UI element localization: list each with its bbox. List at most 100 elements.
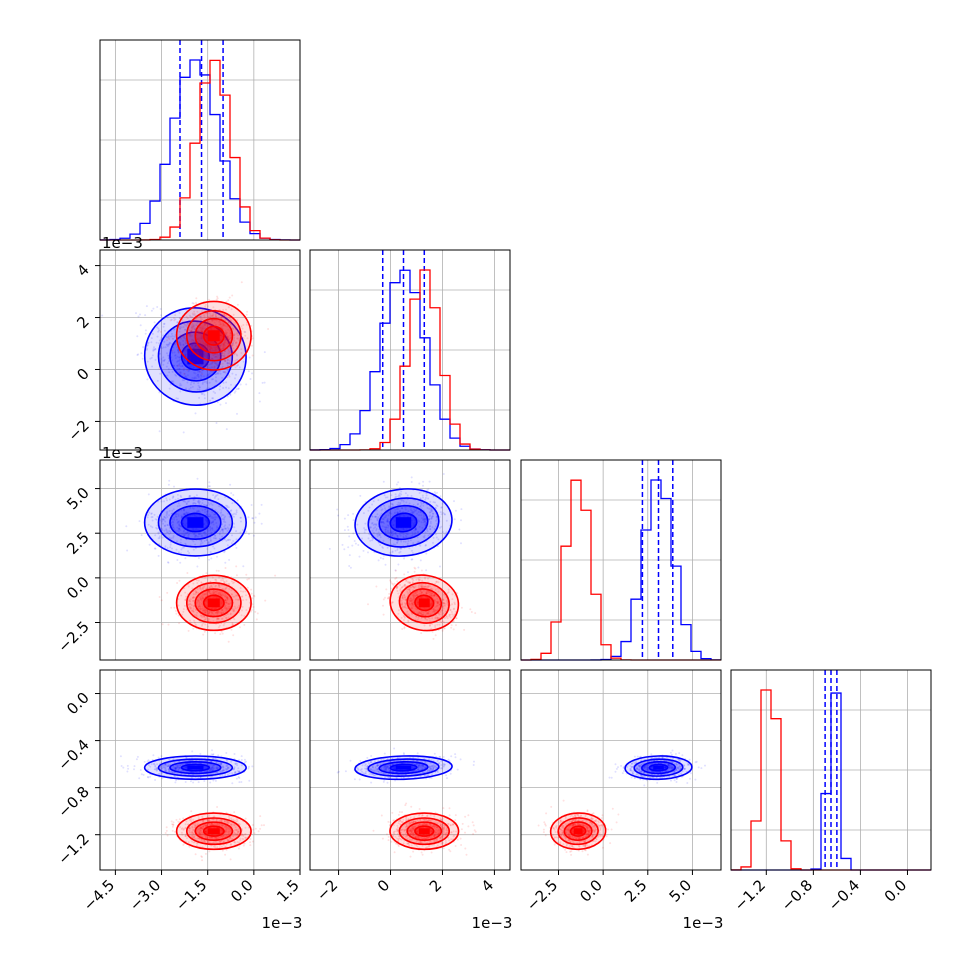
sample-point — [249, 378, 252, 380]
sample-point — [455, 624, 457, 627]
sample-point — [176, 559, 179, 561]
sample-point — [174, 354, 177, 357]
sample-point — [175, 779, 178, 782]
sample-point — [453, 500, 455, 503]
sample-point — [173, 327, 176, 330]
sample-point — [343, 517, 346, 520]
sample-point — [192, 627, 195, 630]
sample-point — [192, 324, 195, 327]
sample-point — [389, 579, 392, 582]
sample-point — [453, 518, 456, 521]
sample-point — [205, 380, 208, 383]
sample-point — [178, 622, 181, 625]
sample-point — [460, 542, 462, 545]
sample-point — [145, 348, 148, 351]
sample-point — [228, 296, 231, 299]
sample-point — [250, 504, 253, 506]
sample-point — [382, 557, 385, 560]
sample-point — [180, 326, 183, 329]
sample-point — [422, 484, 424, 487]
sample-point — [138, 520, 141, 523]
sample-point — [222, 387, 225, 389]
sample-point — [209, 367, 212, 370]
sample-point — [196, 321, 199, 324]
sample-point — [133, 765, 136, 768]
sample-point — [136, 335, 139, 338]
sample-point — [347, 529, 350, 531]
sample-point — [200, 369, 203, 372]
sample-point — [192, 325, 195, 328]
sample-point — [194, 372, 197, 375]
sample-point — [425, 552, 428, 555]
sample-point — [156, 335, 159, 338]
sample-point — [231, 342, 234, 345]
sample-point — [184, 557, 187, 560]
sample-point — [133, 768, 135, 771]
sample-point — [173, 319, 176, 322]
sample-point — [352, 519, 355, 522]
sample-point — [193, 382, 195, 385]
sample-point — [179, 390, 182, 393]
sample-point — [417, 566, 420, 569]
sample-point — [248, 533, 250, 536]
sample-point — [186, 572, 189, 574]
sample-point — [178, 579, 181, 582]
sample-point — [219, 372, 222, 375]
sample-point — [253, 521, 256, 524]
sample-point — [166, 591, 169, 594]
sample-point — [160, 314, 163, 317]
sample-point — [232, 341, 234, 344]
sample-point — [171, 349, 174, 352]
sample-point — [420, 569, 423, 572]
sample-point — [160, 599, 163, 602]
sample-point — [171, 351, 174, 354]
sample-point — [186, 381, 189, 384]
sample-point — [189, 780, 192, 783]
sample-point — [141, 357, 144, 360]
sample-point — [203, 780, 206, 782]
sample-point — [422, 480, 425, 483]
sample-point — [236, 364, 238, 367]
sample-point — [174, 357, 177, 360]
sample-point — [182, 431, 185, 434]
sample-point — [215, 298, 218, 301]
sample-point — [348, 535, 351, 538]
sample-point — [173, 606, 176, 609]
sample-point — [176, 355, 179, 358]
sample-point — [261, 381, 264, 384]
sample-point — [157, 330, 160, 333]
sample-point — [248, 577, 250, 580]
sample-point — [208, 485, 211, 488]
sample-point — [196, 370, 199, 373]
sample-point — [171, 380, 173, 383]
sample-point — [263, 351, 266, 354]
sample-point — [210, 378, 213, 381]
sample-point — [222, 381, 225, 384]
sample-point — [203, 630, 206, 633]
sample-point — [235, 546, 238, 549]
sample-point — [196, 477, 199, 480]
sample-point — [211, 397, 214, 400]
sample-point — [397, 481, 400, 484]
sample-point — [126, 764, 129, 767]
sample-point — [161, 359, 164, 362]
sample-point — [388, 592, 391, 595]
sample-point — [166, 345, 169, 348]
sample-point — [183, 379, 186, 382]
sample-point — [229, 483, 232, 486]
scatter-panel-3-0 — [99, 669, 301, 871]
sample-point — [152, 348, 155, 351]
sample-point — [228, 558, 231, 561]
sample-point — [196, 388, 199, 391]
sample-point — [154, 779, 157, 781]
sample-point — [160, 361, 163, 364]
sample-point — [348, 565, 351, 567]
sample-point — [178, 356, 181, 359]
sample-point — [236, 499, 239, 502]
sample-point — [199, 752, 202, 755]
sample-point — [229, 393, 232, 396]
sample-point — [216, 401, 219, 404]
sample-point — [201, 340, 204, 343]
sample-point — [337, 514, 340, 517]
sample-point — [154, 547, 157, 550]
